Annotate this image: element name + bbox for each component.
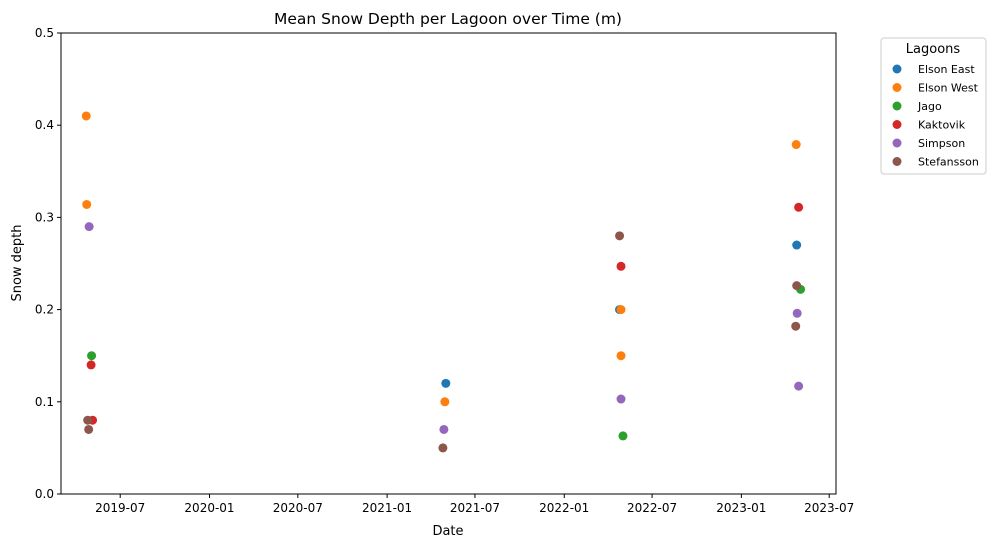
data-point xyxy=(82,199,92,209)
data-point xyxy=(616,305,626,315)
data-point xyxy=(616,394,626,404)
data-point xyxy=(440,397,450,407)
data-point xyxy=(438,443,448,453)
legend-label: Kaktovik xyxy=(918,119,966,132)
legend-label: Stefansson xyxy=(918,156,979,169)
y-axis: 0.0 0.1 0.2 0.3 0.4 0.5 xyxy=(35,26,61,501)
data-point xyxy=(87,351,97,361)
data-point xyxy=(615,231,625,241)
data-point xyxy=(792,281,802,291)
legend-label: Elson West xyxy=(918,82,979,95)
data-point xyxy=(439,424,449,434)
x-tick-label: 2019-07 xyxy=(95,501,145,515)
legend-marker xyxy=(892,101,902,111)
data-point xyxy=(616,351,626,361)
plot-area xyxy=(60,32,837,495)
data-point xyxy=(616,261,626,271)
legend-marker xyxy=(892,157,902,166)
y-axis-label: Snow depth xyxy=(10,224,25,301)
data-point xyxy=(791,321,801,331)
x-tick-label: 2023-01 xyxy=(716,501,766,515)
data-point xyxy=(441,378,451,388)
points-layer xyxy=(81,111,806,453)
legend-marker xyxy=(892,138,902,148)
y-tick-label: 0.4 xyxy=(35,118,54,132)
data-point xyxy=(791,140,801,150)
data-point xyxy=(794,381,804,391)
legend-label: Jago xyxy=(917,100,942,113)
legend-label: Simpson xyxy=(918,137,965,150)
x-axis-label: Date xyxy=(432,524,463,539)
legend-marker xyxy=(892,83,902,92)
x-tick-label: 2020-01 xyxy=(184,501,234,515)
legend-box xyxy=(880,37,987,175)
y-tick-label: 0.3 xyxy=(35,210,54,224)
legend-title: Lagoons xyxy=(906,42,961,57)
x-axis: 2019-07 2020-01 2020-07 2021-01 2021-07 2022-… xyxy=(95,494,854,515)
y-tick-label: 0.0 xyxy=(35,487,54,501)
data-point xyxy=(84,424,94,434)
data-point xyxy=(618,431,628,441)
x-tick-label: 2021-07 xyxy=(450,501,500,515)
data-point xyxy=(83,415,93,425)
data-point xyxy=(794,202,804,212)
x-tick-label: 2020-07 xyxy=(273,501,323,515)
data-point xyxy=(86,360,96,370)
legend: Lagoons Elson East Elson West Jago Kaktovik… xyxy=(880,37,987,175)
legend-marker xyxy=(892,120,902,129)
chart-title: Mean Snow Depth per Lagoon over Time (m) xyxy=(274,10,622,28)
legend-marker xyxy=(892,64,902,74)
y-tick-label: 0.1 xyxy=(35,395,54,409)
y-tick-label: 0.2 xyxy=(35,303,54,317)
y-tick-label: 0.5 xyxy=(35,26,54,40)
data-point xyxy=(792,240,802,250)
x-tick-label: 2021-01 xyxy=(362,501,412,515)
data-point xyxy=(84,222,94,232)
legend-label: Elson East xyxy=(918,63,975,76)
x-tick-label: 2022-07 xyxy=(627,501,677,515)
x-tick-label: 2023-07 xyxy=(804,501,854,515)
x-tick-label: 2022-01 xyxy=(539,501,589,515)
data-point xyxy=(792,308,802,318)
data-point xyxy=(81,111,91,121)
